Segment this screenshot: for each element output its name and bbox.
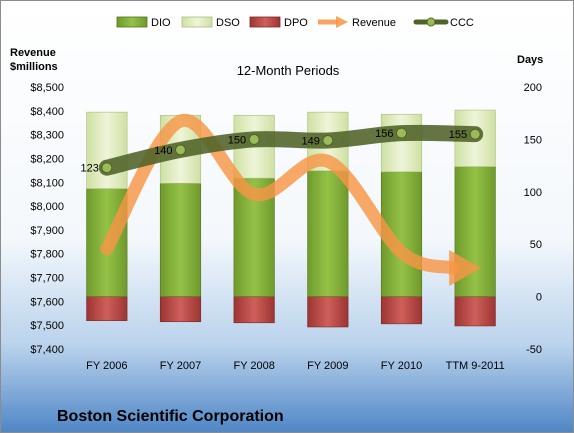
- left-tick-label: $7,600: [30, 296, 64, 308]
- x-axis: FY 2006 FY 2007 FY 2008 FY 2009 FY 2010 TTM 9…: [86, 360, 505, 372]
- legend-label-ccc: CCC: [450, 17, 474, 29]
- legend-swatch-revenue-head: [336, 16, 348, 28]
- right-tick-label: 150: [524, 134, 542, 146]
- left-tick-label: $8,300: [30, 130, 64, 142]
- ccc-data-label: 155: [449, 129, 467, 141]
- ccc-marker: [101, 162, 113, 174]
- bar-dpo: [233, 296, 275, 324]
- x-tick-label: FY 2006: [86, 360, 127, 372]
- revenue-layer: [100, 113, 482, 287]
- left-tick-label: $7,900: [30, 225, 64, 237]
- left-axis-title-unit: $millions: [10, 61, 58, 73]
- bar-dpo: [380, 296, 423, 325]
- bar-dpo: [454, 296, 496, 327]
- left-tick-label: $7,800: [30, 249, 64, 261]
- left-axis: $7,400 $7,500 $7,600 $7,700 $7,800 $7,900 $8,0…: [30, 82, 64, 356]
- right-tick-label: 0: [536, 292, 542, 304]
- ccc-layer: 123 140 150 149 156 155: [80, 124, 484, 176]
- x-tick-label: FY 2007: [160, 360, 201, 372]
- ccc-data-label: 156: [375, 128, 393, 140]
- ccc-marker: [322, 134, 334, 146]
- left-tick-label: $8,000: [30, 201, 64, 213]
- chart-subtitle: 12-Month Periods: [237, 63, 340, 78]
- right-axis: -50 0 50 100 150 200: [524, 82, 542, 356]
- revenue-line: [100, 113, 460, 275]
- left-tick-label: $8,200: [30, 153, 64, 165]
- x-tick-label: FY 2010: [381, 360, 422, 372]
- bar-dpo: [159, 296, 202, 323]
- bar-dso: [380, 113, 423, 173]
- left-tick-label: $8,400: [30, 106, 64, 118]
- left-tick-label: $7,500: [30, 320, 64, 332]
- legend-swatch-dpo: [249, 16, 281, 28]
- legend-swatch-dso: [181, 16, 213, 28]
- legend-label-revenue: Revenue: [352, 17, 396, 29]
- left-axis-title: Revenue: [10, 47, 56, 59]
- bar-dio: [159, 183, 202, 297]
- left-tick-label: $7,400: [30, 344, 64, 356]
- legend-swatch-dio: [116, 16, 148, 28]
- ccc-marker: [248, 133, 260, 145]
- left-tick-label: $8,500: [30, 82, 64, 94]
- ccc-data-label: 140: [154, 145, 172, 157]
- x-tick-label: FY 2009: [307, 360, 348, 372]
- legend: DIO DSO DPO Revenue CCC: [116, 16, 474, 29]
- right-tick-label: 50: [530, 239, 542, 251]
- bar-dso: [86, 111, 128, 189]
- right-tick-label: 100: [524, 187, 542, 199]
- bar-dio: [307, 170, 349, 297]
- right-axis-title: Days: [517, 54, 543, 66]
- ccc-data-label: 150: [228, 134, 246, 146]
- ccc-marker: [469, 128, 481, 140]
- x-tick-label: FY 2008: [233, 360, 274, 372]
- x-tick-label: TTM 9-2011: [446, 360, 505, 372]
- bar-dpo: [86, 296, 128, 322]
- ccc-data-label: 123: [80, 163, 98, 175]
- legend-label-dpo: DPO: [284, 17, 308, 29]
- right-tick-label: 200: [524, 82, 542, 94]
- ccc-data-label: 149: [301, 135, 319, 147]
- ccc-marker: [396, 127, 407, 139]
- legend-label-dso: DSO: [216, 17, 240, 29]
- left-tick-label: $7,700: [30, 273, 64, 285]
- revenue-arrowhead: [449, 250, 482, 287]
- right-tick-label: -50: [526, 344, 542, 356]
- ccc-marker: [175, 144, 186, 156]
- legend-label-dio: DIO: [151, 17, 171, 29]
- company-title: Boston Scientific Corporation: [57, 408, 284, 425]
- bar-dpo: [307, 296, 349, 328]
- left-tick-label: $8,100: [30, 177, 64, 189]
- ccc-line: [98, 124, 484, 176]
- legend-swatch-ccc-marker: [426, 17, 436, 27]
